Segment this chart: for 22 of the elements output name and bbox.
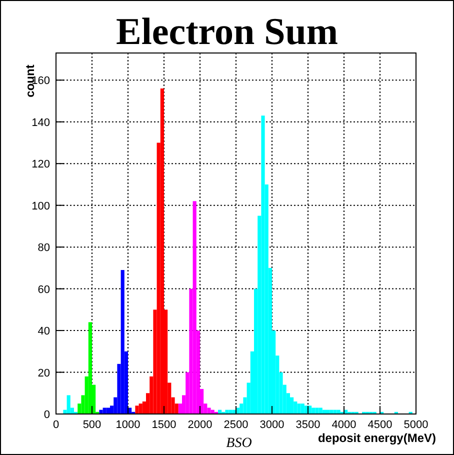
y-tick-label: 100 [32,200,50,212]
x-tick-label: 1000 [116,419,140,431]
text: BSO [226,436,252,451]
chart-title: Electron Sum [116,11,338,53]
x-tick-label: 4000 [332,419,356,431]
y-tick-label: 0 [44,409,50,421]
x-tick-label: 3500 [296,419,320,431]
x-tick-label: 5000 [404,419,428,431]
x-tick-label: 0 [52,419,60,431]
y-tick-label: 40 [38,326,50,338]
y-tick-label: 140 [32,116,50,129]
y-tick-label: 20 [38,367,50,380]
x-tick-label: 2500 [224,419,248,431]
x-tick-label: 500 [82,419,102,431]
y-tick-label: 60 [38,284,50,296]
y-tick-label: 120 [32,158,50,171]
x-tick-label: 3000 [260,419,284,431]
x-tick-label: 2000 [188,419,212,431]
x-tick-label: 4500 [368,419,392,431]
x-axis-title: deposit energy(MeV) [318,431,436,445]
x-tick-label: 1500 [152,419,176,431]
y-tick-label: 80 [38,242,50,254]
